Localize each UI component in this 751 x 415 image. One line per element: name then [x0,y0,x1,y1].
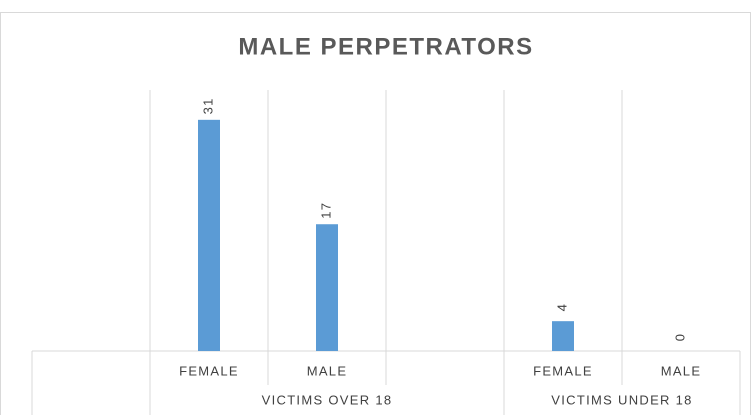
group-label: VICTIMS OVER 18 [262,392,393,407]
chart-border [0,12,751,415]
data-label: 31 [200,97,215,114]
x-tick-label: MALE [661,363,702,378]
bar [316,224,338,351]
data-label: 4 [554,303,569,312]
group-label: VICTIMS UNDER 18 [551,392,692,407]
data-label: 0 [672,333,687,342]
bar [198,119,220,351]
x-tick-label: FEMALE [533,363,593,378]
x-tick-label: MALE [307,363,348,378]
data-label: 17 [318,202,333,219]
chart-title: MALE PERPETRATORS [238,33,533,60]
bar [552,321,574,351]
x-tick-label: FEMALE [179,363,239,378]
